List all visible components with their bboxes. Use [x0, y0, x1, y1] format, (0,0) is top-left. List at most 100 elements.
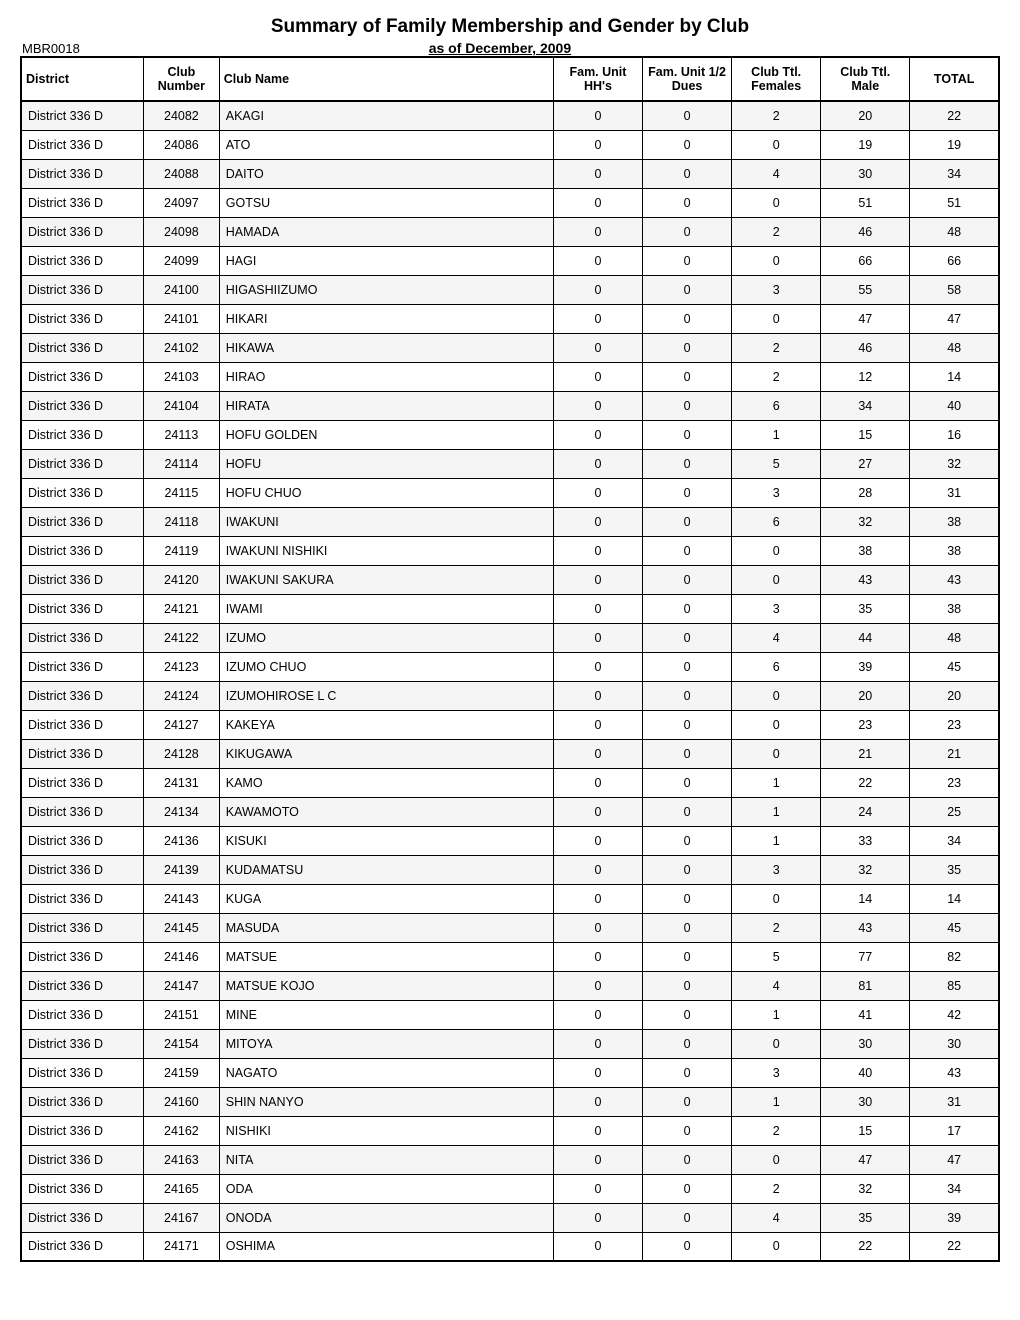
- table-cell: District 336 D: [21, 217, 144, 246]
- table-cell: 66: [821, 246, 910, 275]
- table-cell: 24113: [144, 420, 220, 449]
- table-cell: 0: [643, 536, 732, 565]
- table-cell: 5: [732, 449, 821, 478]
- table-cell: 0: [643, 1000, 732, 1029]
- table-cell: 2: [732, 1116, 821, 1145]
- table-cell: 3: [732, 855, 821, 884]
- table-cell: 0: [732, 130, 821, 159]
- table-row: District 336 D24128KIKUGAWA0002121: [21, 739, 999, 768]
- table-cell: 43: [821, 913, 910, 942]
- table-cell: 0: [732, 1145, 821, 1174]
- table-cell: 0: [553, 942, 642, 971]
- table-cell: 0: [643, 478, 732, 507]
- table-cell: 15: [821, 1116, 910, 1145]
- table-cell: 51: [821, 188, 910, 217]
- table-cell: 48: [910, 623, 999, 652]
- table-cell: District 336 D: [21, 449, 144, 478]
- table-cell: District 336 D: [21, 594, 144, 623]
- table-cell: 31: [910, 478, 999, 507]
- table-cell: 0: [643, 913, 732, 942]
- table-cell: 0: [643, 884, 732, 913]
- table-cell: 15: [821, 420, 910, 449]
- table-cell: 28: [821, 478, 910, 507]
- table-cell: District 336 D: [21, 1029, 144, 1058]
- table-cell: 21: [821, 739, 910, 768]
- table-cell: 3: [732, 594, 821, 623]
- table-row: District 336 D24118IWAKUNI0063238: [21, 507, 999, 536]
- table-cell: 0: [732, 565, 821, 594]
- table-cell: 34: [821, 391, 910, 420]
- table-cell: 0: [553, 826, 642, 855]
- table-cell: IZUMO CHUO: [219, 652, 553, 681]
- table-cell: GOTSU: [219, 188, 553, 217]
- table-row: District 336 D24120IWAKUNI SAKURA0004343: [21, 565, 999, 594]
- table-cell: 43: [910, 565, 999, 594]
- table-cell: 1: [732, 797, 821, 826]
- table-cell: District 336 D: [21, 1174, 144, 1203]
- table-cell: 82: [910, 942, 999, 971]
- table-cell: 24082: [144, 101, 220, 130]
- table-cell: 35: [821, 594, 910, 623]
- table-cell: 0: [732, 536, 821, 565]
- table-cell: 0: [732, 188, 821, 217]
- table-cell: District 336 D: [21, 826, 144, 855]
- table-cell: 24115: [144, 478, 220, 507]
- table-cell: 0: [553, 1087, 642, 1116]
- table-cell: 39: [821, 652, 910, 681]
- table-cell: 0: [553, 1116, 642, 1145]
- table-cell: 1: [732, 420, 821, 449]
- table-cell: HIGASHIIZUMO: [219, 275, 553, 304]
- table-cell: 0: [553, 246, 642, 275]
- table-cell: 24143: [144, 884, 220, 913]
- table-row: District 336 D24114HOFU0052732: [21, 449, 999, 478]
- table-cell: 0: [643, 855, 732, 884]
- table-cell: 0: [643, 1116, 732, 1145]
- table-cell: District 336 D: [21, 797, 144, 826]
- table-cell: 40: [910, 391, 999, 420]
- table-cell: MASUDA: [219, 913, 553, 942]
- table-row: District 336 D24171OSHIMA0002222: [21, 1232, 999, 1261]
- table-cell: District 336 D: [21, 710, 144, 739]
- table-row: District 336 D24127KAKEYA0002323: [21, 710, 999, 739]
- table-cell: 24098: [144, 217, 220, 246]
- table-row: District 336 D24167ONODA0043539: [21, 1203, 999, 1232]
- table-cell: District 336 D: [21, 681, 144, 710]
- table-cell: 0: [553, 304, 642, 333]
- table-cell: 43: [910, 1058, 999, 1087]
- table-cell: 16: [910, 420, 999, 449]
- table-cell: 33: [821, 826, 910, 855]
- table-cell: 24123: [144, 652, 220, 681]
- table-cell: District 336 D: [21, 971, 144, 1000]
- table-cell: 24171: [144, 1232, 220, 1261]
- table-row: District 336 D24154MITOYA0003030: [21, 1029, 999, 1058]
- table-cell: IWAKUNI: [219, 507, 553, 536]
- table-cell: SHIN NANYO: [219, 1087, 553, 1116]
- table-cell: District 336 D: [21, 188, 144, 217]
- table-row: District 336 D24121IWAMI0033538: [21, 594, 999, 623]
- table-cell: IWAMI: [219, 594, 553, 623]
- col-header-famhalf: Fam. Unit 1/2 Dues: [643, 57, 732, 101]
- table-cell: 35: [821, 1203, 910, 1232]
- header-row: MBR0018 as of December, 2009: [20, 40, 1000, 56]
- table-cell: NAGATO: [219, 1058, 553, 1087]
- col-header-clubnumber: Club Number: [144, 57, 220, 101]
- table-cell: 22: [910, 101, 999, 130]
- table-cell: 5: [732, 942, 821, 971]
- table-cell: 0: [553, 362, 642, 391]
- table-cell: 0: [643, 304, 732, 333]
- table-cell: 0: [553, 1029, 642, 1058]
- table-cell: 19: [821, 130, 910, 159]
- table-cell: 23: [910, 710, 999, 739]
- table-cell: 1: [732, 768, 821, 797]
- table-cell: 24128: [144, 739, 220, 768]
- table-cell: 22: [821, 768, 910, 797]
- table-cell: District 336 D: [21, 391, 144, 420]
- report-title: Summary of Family Membership and Gender …: [20, 16, 1000, 38]
- table-cell: ONODA: [219, 1203, 553, 1232]
- table-cell: 17: [910, 1116, 999, 1145]
- table-cell: District 336 D: [21, 768, 144, 797]
- table-cell: 0: [643, 507, 732, 536]
- table-cell: District 336 D: [21, 1232, 144, 1261]
- table-cell: 0: [553, 333, 642, 362]
- table-cell: 24127: [144, 710, 220, 739]
